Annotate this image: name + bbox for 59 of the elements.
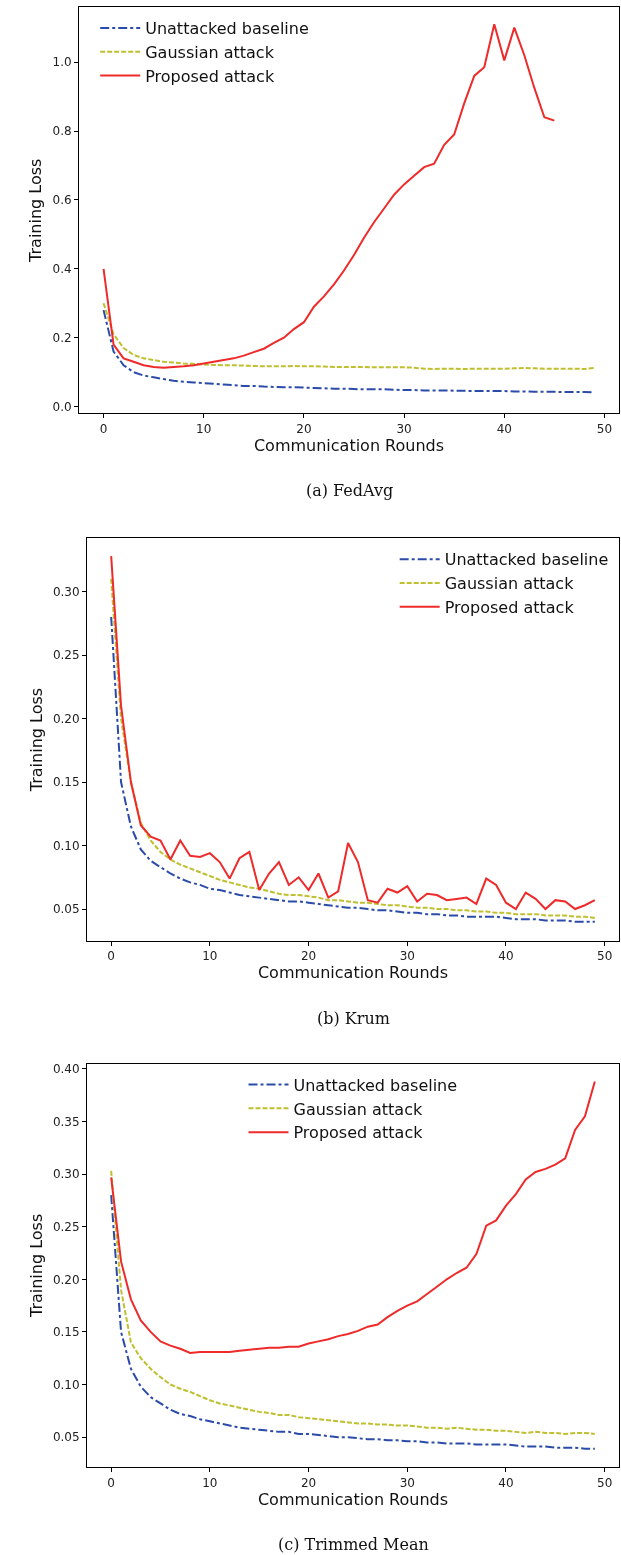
x-axis-title: Communication Rounds [253, 435, 445, 455]
x-tick-label: 40 [496, 421, 512, 436]
x-tick-label: 10 [196, 421, 212, 436]
y-tick-label: 0.15 [52, 775, 80, 790]
x-tick-label: 0 [99, 421, 108, 436]
text: (b) Krum [317, 1009, 390, 1028]
x-tick-label: 0 [107, 949, 115, 964]
y-axis-title: Training Loss [26, 687, 46, 793]
y-tick-label: 0.8 [52, 124, 72, 139]
y-tick-label: 0.0 [52, 399, 72, 414]
y-tick-label: 0.10 [52, 1377, 80, 1392]
y-axis-title: Training Loss [26, 158, 46, 263]
y-tick-label: 0.25 [52, 1219, 80, 1234]
legend-label: Proposed attack [444, 598, 575, 618]
y-tick-label: 0.35 [52, 1114, 80, 1129]
x-tick-label: 0 [107, 1475, 115, 1490]
x-tick-label: 30 [399, 1475, 415, 1490]
y-tick-label: 0.10 [52, 838, 80, 853]
text: (a) FedAvg [306, 481, 394, 500]
x-axis-title: Communication Rounds [257, 1489, 449, 1509]
y-tick-label: 0.6 [52, 193, 72, 208]
y-tick-label: 0.30 [52, 1167, 80, 1182]
y-axis-title: Training Loss [26, 1213, 46, 1319]
legend-label: Unattacked baseline [293, 1075, 458, 1095]
line-series [110, 1080, 596, 1354]
x-tick-label: 50 [596, 421, 613, 436]
x-tick-label: 20 [300, 1475, 317, 1490]
x-tick-label: 50 [597, 1475, 613, 1490]
x-tick-label: 20 [300, 949, 317, 964]
y-tick-label: 0.20 [52, 711, 80, 726]
legend-label: Proposed attack [145, 66, 275, 86]
legend-label: Gaussian attack [145, 43, 275, 62]
legend-label: Gaussian attack [444, 574, 575, 594]
x-tick-label: 40 [498, 949, 514, 964]
y-tick-label: 0.25 [52, 648, 80, 663]
legend-label: Unattacked baseline [145, 19, 309, 39]
y-tick-label: 0.05 [52, 1430, 80, 1445]
y-tick-label: 0.05 [52, 902, 80, 917]
line-series [102, 302, 596, 371]
y-tick-label: 0.15 [52, 1325, 80, 1340]
y-tick-label: 0.4 [52, 261, 72, 276]
text: (c) Trimmed Mean [278, 1535, 429, 1554]
x-tick-label: 20 [296, 421, 312, 436]
x-tick-label: 50 [597, 949, 613, 964]
legend-label: Unattacked baseline [444, 550, 609, 570]
x-axis-title: Communication Rounds [257, 963, 449, 983]
x-tick-label: 10 [202, 1475, 218, 1490]
y-tick-label: 1.0 [52, 55, 72, 70]
legend-label: Proposed attack [293, 1123, 424, 1143]
x-tick-label: 30 [399, 949, 415, 964]
y-tick-label: 0.20 [52, 1272, 80, 1287]
x-tick-label: 10 [202, 949, 218, 964]
legend-label: Gaussian attack [293, 1099, 423, 1119]
y-tick-label: 0.40 [52, 1062, 80, 1077]
x-tick-label: 40 [498, 1475, 514, 1490]
x-tick-label: 30 [396, 421, 412, 436]
line-series [102, 23, 556, 369]
y-tick-label: 0.2 [52, 330, 72, 345]
y-tick-label: 0.30 [52, 584, 80, 599]
